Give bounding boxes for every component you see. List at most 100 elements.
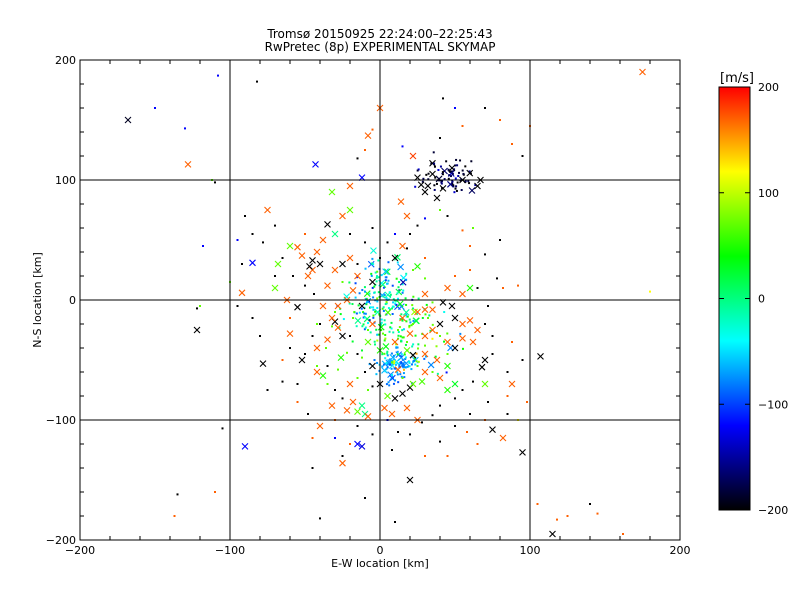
cluster-dot — [365, 303, 368, 306]
cluster-dot — [395, 299, 398, 302]
cluster-dot — [374, 310, 377, 313]
cluster-cross — [445, 371, 448, 374]
data-dot — [589, 503, 591, 505]
cluster-dot — [424, 182, 432, 190]
cluster-dot — [385, 302, 388, 305]
cluster-dot — [374, 271, 377, 274]
data-cross — [421, 350, 429, 358]
cluster-cross — [393, 367, 396, 370]
cluster-dot — [368, 363, 371, 366]
data-dot — [356, 425, 359, 427]
data-cross — [478, 363, 486, 371]
cluster-dot — [421, 316, 424, 319]
data-dot — [236, 305, 239, 307]
colorbar-label: [m/s] — [720, 71, 754, 86]
cluster-dot — [396, 373, 399, 376]
data-cross — [364, 338, 372, 346]
data-dot — [196, 307, 198, 310]
cluster-dot — [397, 354, 405, 362]
cluster-dot — [397, 297, 400, 300]
cluster-dot — [430, 162, 433, 165]
cluster-dot — [386, 352, 389, 355]
data-dot — [439, 404, 441, 407]
data-dot — [439, 335, 441, 337]
data-dot — [476, 287, 479, 289]
cluster-dot — [398, 326, 401, 329]
cluster-dot — [381, 353, 384, 356]
data-dot — [316, 365, 318, 367]
cluster-dot — [459, 159, 462, 162]
data-cross — [358, 443, 366, 450]
data-dot — [311, 335, 314, 337]
x-tick-label: 100 — [520, 544, 541, 557]
cluster-dot — [445, 160, 448, 163]
cluster-dot — [458, 171, 461, 174]
cluster-dot — [384, 337, 387, 340]
data-cross — [451, 344, 459, 352]
data-dot — [431, 414, 434, 417]
cluster-dot — [399, 373, 402, 376]
cluster-dot — [435, 182, 438, 185]
data-dot — [394, 521, 396, 523]
cluster-dot — [385, 297, 388, 300]
cluster-dot — [372, 296, 375, 299]
data-cross — [444, 386, 451, 394]
data-dot — [236, 239, 239, 241]
cluster-dot — [382, 363, 385, 366]
cluster-cross — [389, 308, 392, 311]
cluster-dot — [392, 301, 395, 304]
cluster-dot — [403, 376, 406, 379]
data-cross — [319, 302, 327, 310]
data-cross — [403, 347, 411, 354]
data-cross — [421, 368, 429, 376]
data-dot — [266, 389, 269, 391]
cluster-cross — [383, 294, 386, 297]
cluster-dot — [412, 317, 420, 325]
data-cross — [429, 326, 436, 334]
cluster-dot — [447, 180, 454, 188]
data-dot — [304, 353, 306, 355]
data-cross — [474, 182, 481, 190]
data-cross — [324, 336, 331, 343]
cluster-dot — [433, 165, 436, 168]
cluster-cross — [440, 181, 443, 184]
cluster-dot — [394, 367, 397, 370]
data-dot — [511, 341, 513, 343]
cluster-cross — [456, 181, 459, 184]
data-dot — [364, 241, 366, 244]
data-dot — [521, 155, 524, 157]
data-cross — [369, 362, 376, 370]
cluster-dot — [408, 318, 411, 321]
cluster-dot — [408, 326, 411, 329]
cluster-dot — [447, 168, 450, 171]
data-dot — [274, 224, 276, 227]
data-dot — [394, 233, 396, 235]
data-cross — [339, 332, 346, 340]
cluster-cross — [396, 346, 399, 349]
cluster-dot — [360, 349, 363, 352]
cluster-dot — [370, 247, 377, 255]
cluster-dot — [392, 382, 395, 385]
data-cross — [448, 164, 456, 172]
cluster-cross — [398, 289, 401, 292]
data-dot — [325, 347, 327, 349]
cluster-dot — [404, 343, 407, 346]
data-cross — [274, 260, 282, 268]
data-dot — [469, 413, 471, 415]
data-dot — [431, 301, 434, 304]
cluster-dot — [400, 355, 403, 358]
cluster-dot — [388, 330, 391, 333]
cluster-dot — [415, 352, 418, 355]
data-dot — [424, 455, 426, 457]
data-cross — [349, 287, 357, 294]
cluster-dot — [377, 276, 380, 279]
data-dot — [281, 359, 284, 361]
cluster-dot — [425, 355, 428, 358]
cluster-dot — [377, 291, 380, 294]
data-dot — [304, 233, 306, 235]
cluster-cross — [396, 292, 399, 295]
data-dot — [349, 335, 351, 337]
cluster-dot — [402, 336, 405, 339]
cluster-dot — [384, 279, 387, 282]
cluster-dot — [441, 173, 444, 176]
